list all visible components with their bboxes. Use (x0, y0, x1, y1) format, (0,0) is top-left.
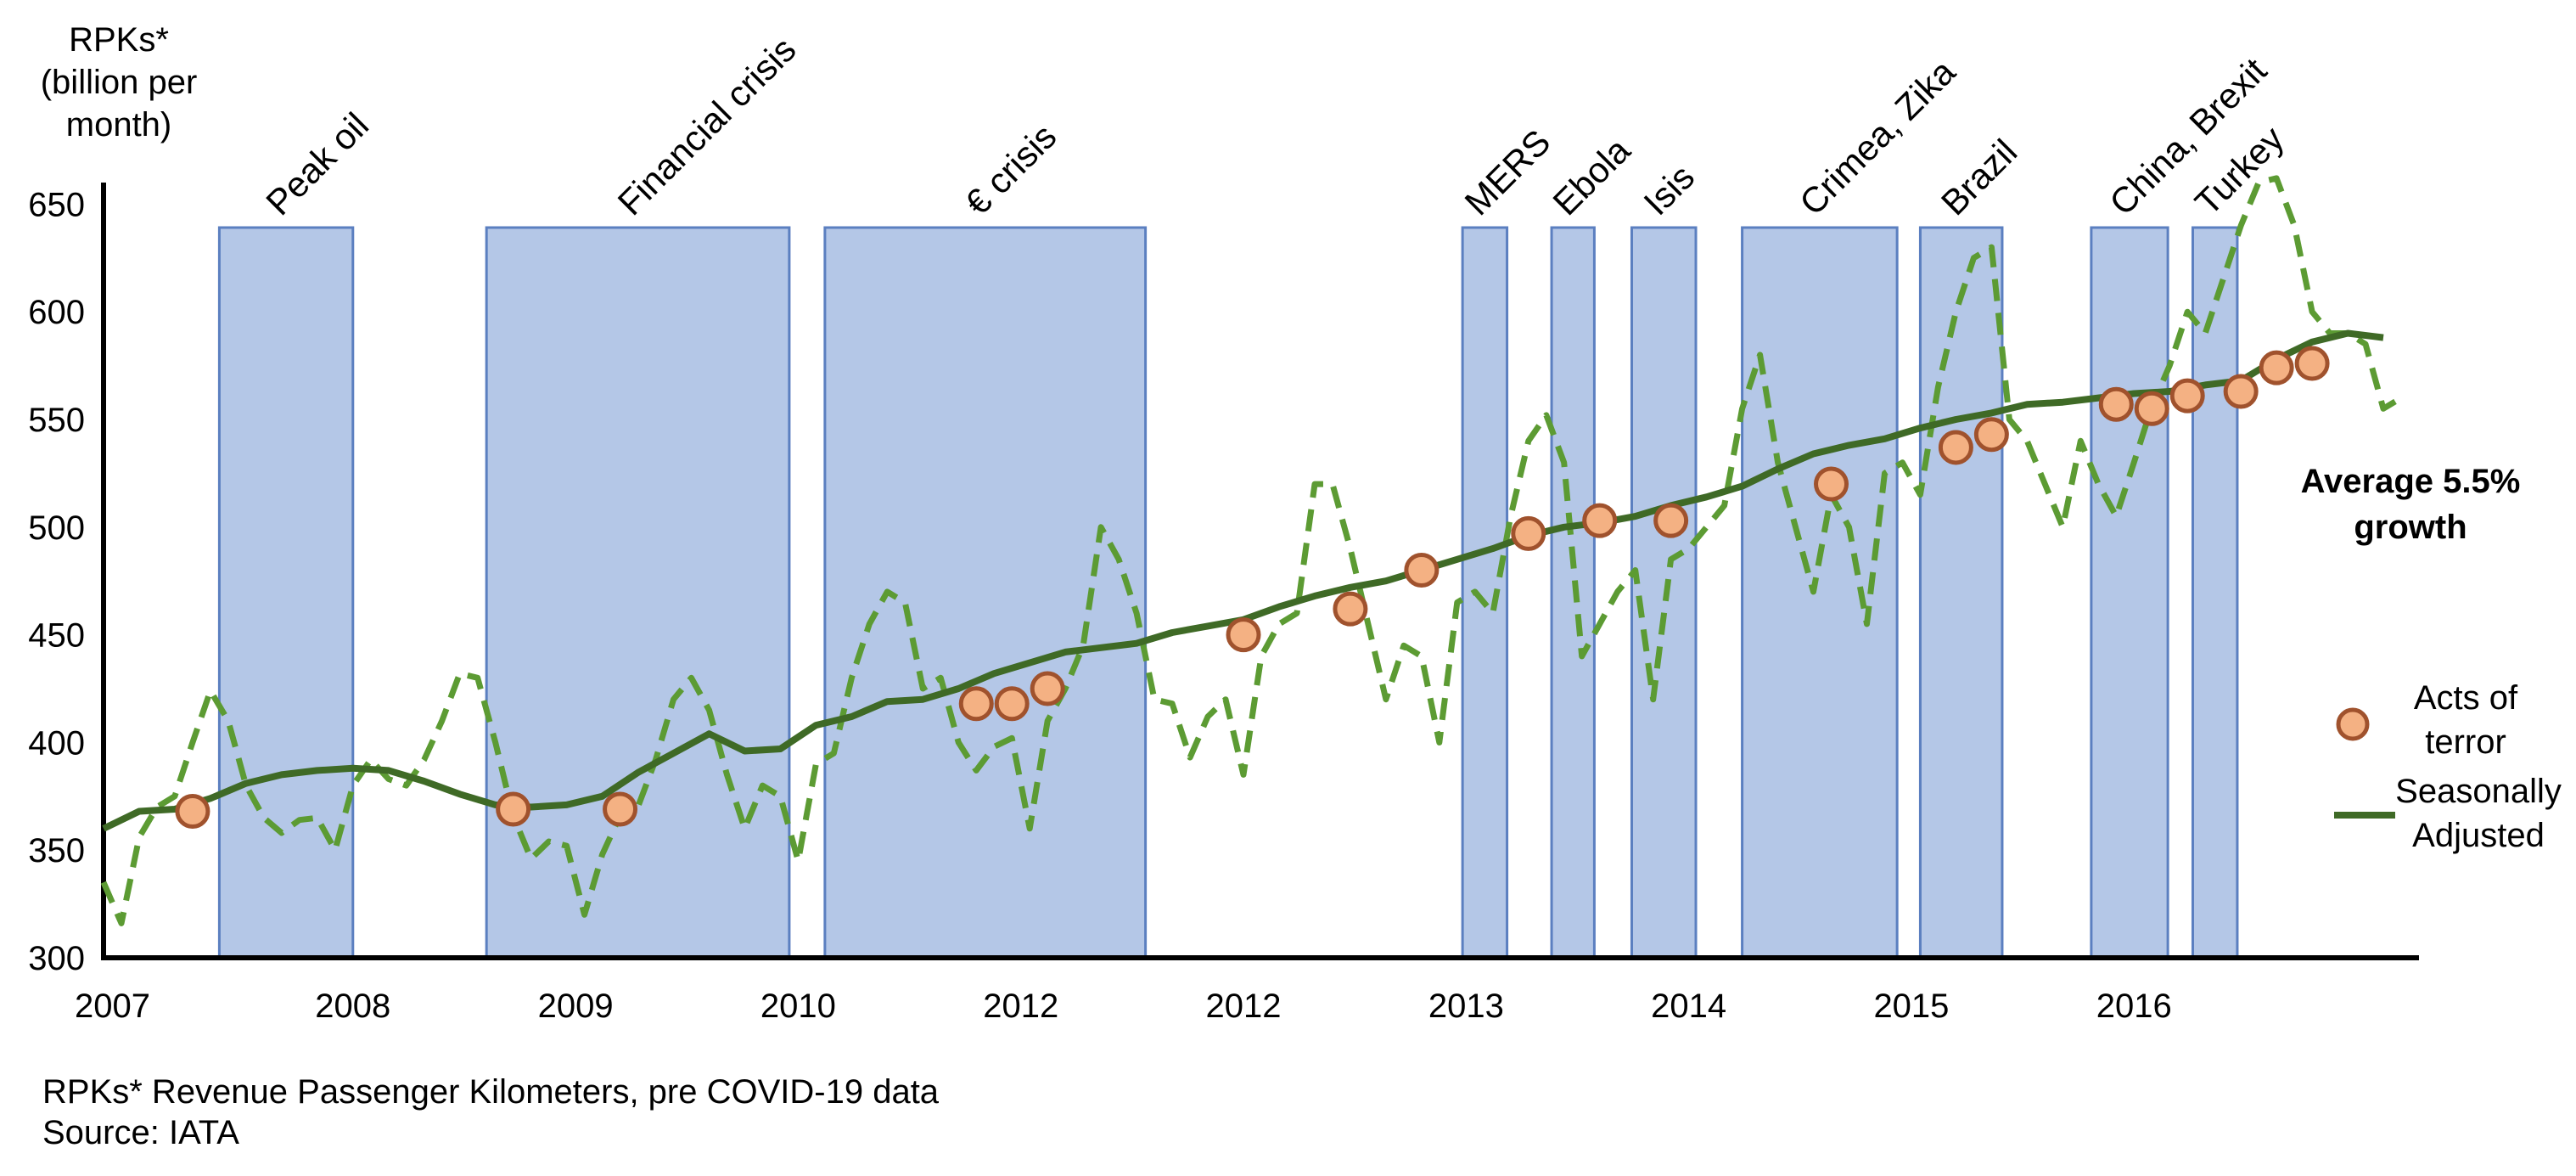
terror-event-marker (958, 686, 994, 722)
x-tick-3-2010: 2010 (760, 988, 836, 1025)
crisis-band-turkey (2191, 226, 2239, 959)
x-tick-labels: 2007 2008 2009 2010 2012 2012 2013 2014 2015 2016 (75, 988, 2172, 1025)
acts-of-terror-markers (175, 346, 2330, 830)
terror-event-marker (2169, 378, 2205, 414)
terror-event-marker (496, 791, 531, 827)
terror-event-marker (994, 686, 1030, 722)
terror-event-marker (1582, 503, 1618, 538)
y-tick-300: 300 (28, 940, 85, 977)
x-tick-6-2013: 2013 (1428, 988, 1504, 1025)
seasonally-adjusted-line (102, 329, 2384, 832)
terror-event-marker (2098, 386, 2134, 422)
y-tick-350: 350 (28, 832, 85, 869)
crisis-band-china-brexit (2090, 226, 2169, 959)
x-tick-1-2008: 2008 (315, 988, 390, 1025)
crisis-band-ebola (1550, 226, 1596, 959)
legend-terror-marker (2336, 707, 2370, 741)
crisis-label-brazil: Brazil (1933, 132, 2025, 223)
terror-event-marker (1511, 515, 1546, 551)
y-axis-title-line-3: month) (65, 106, 172, 143)
crisis-band-crisis (823, 226, 1148, 959)
legend-terror-line-2: terror (2425, 723, 2506, 761)
y-tick-600: 600 (28, 294, 85, 331)
crisis-label-peak-oil: Peak oil (258, 104, 376, 222)
y-axis-title: RPKs* (billion per month) (25, 19, 212, 146)
terror-event-marker (2134, 391, 2169, 426)
actual-monthly-dashed-line (100, 175, 2403, 926)
terror-event-marker (1938, 430, 1973, 465)
y-tick-400: 400 (28, 724, 85, 762)
terror-event-marker (1404, 553, 1440, 588)
crisis-label-financial-crisis: Financial crisis (610, 29, 804, 222)
footnote: RPKs* Revenue Passenger Kilometers, pre … (42, 1072, 939, 1153)
terror-event-marker (1973, 417, 2009, 453)
x-tick-5-2012: 2012 (1206, 988, 1282, 1025)
legend (2334, 707, 2395, 819)
x-tick-0-2007: 2007 (75, 988, 150, 1025)
crisis-label-crisis: € crisis (957, 116, 1064, 223)
y-tick-650: 650 (28, 186, 85, 223)
legend-sa-line-2: Adjusted (2412, 817, 2545, 854)
crisis-band-isis (1630, 226, 1698, 959)
terror-event-marker (1814, 466, 1849, 502)
x-tick-4-2012: 2012 (983, 988, 1058, 1025)
y-tick-500: 500 (28, 509, 85, 547)
terror-event-marker (1653, 503, 1689, 538)
legend-terror-label: Acts of terror (2381, 676, 2551, 764)
x-tick-2-2009: 2009 (538, 988, 614, 1025)
y-tick-labels: 300 350 400 450 500 550 600 650 (28, 186, 85, 977)
terror-event-marker (2223, 374, 2259, 409)
crisis-band-crimea-zika (1741, 226, 1899, 959)
x-tick-8-2015: 2015 (1873, 988, 1949, 1025)
terror-event-marker (603, 791, 638, 827)
crisis-band-brazil (1918, 226, 2004, 959)
crisis-label-ebola: Ebola (1545, 130, 1638, 223)
growth-annotation: Average 5.5% growth (2283, 459, 2538, 550)
growth-line-2: growth (2354, 509, 2467, 546)
growth-line-1: Average 5.5% (2300, 463, 2521, 500)
terror-event-marker (1333, 591, 1368, 627)
x-tick-7-2014: 2014 (1651, 988, 1726, 1025)
footnote-line-1: RPKs* Revenue Passenger Kilometers, pre … (42, 1073, 940, 1111)
terror-event-marker (175, 794, 210, 830)
terror-event-marker (1226, 617, 1261, 653)
terror-event-marker (2259, 350, 2294, 385)
crisis-bands (217, 226, 2239, 959)
y-tick-450: 450 (28, 617, 85, 655)
y-tick-550: 550 (28, 402, 85, 439)
crisis-band-mers (1461, 226, 1509, 959)
x-tick-9-2016: 2016 (2096, 988, 2172, 1025)
legend-sa-line-1: Seasonally (2395, 773, 2562, 810)
legend-seasonally-adjusted-label: Seasonally Adjusted (2385, 769, 2572, 858)
terror-event-marker (1030, 671, 1065, 706)
axes (101, 183, 2419, 960)
y-axis-title-line-1: RPKs* (69, 21, 169, 59)
footnote-line-2: Source: IATA (42, 1114, 239, 1151)
terror-event-marker (2294, 346, 2330, 381)
crisis-band-peak-oil (217, 226, 355, 959)
crisis-band-financial-crisis (485, 226, 791, 959)
crisis-label-mers: MERS (1456, 121, 1557, 222)
crisis-labels: Peak oil Financial crisis € crisis MERSEbol… (258, 29, 2292, 222)
y-axis-title-line-2: (billion per (40, 64, 198, 101)
crisis-label-isis: Isis (1636, 157, 1702, 223)
legend-terror-line-1: Acts of (2413, 679, 2518, 717)
